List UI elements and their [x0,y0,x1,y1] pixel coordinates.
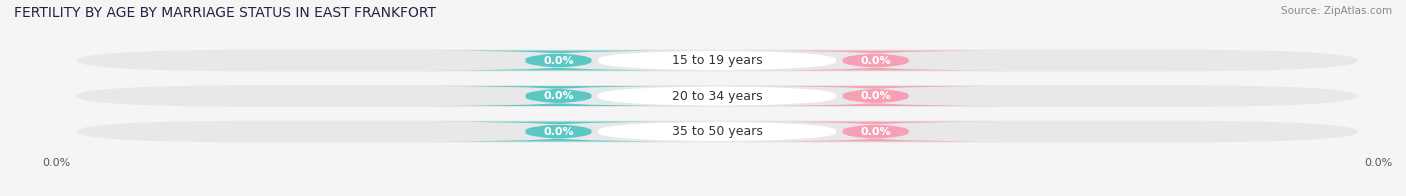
FancyBboxPatch shape [598,51,837,71]
Text: 0.0%: 0.0% [543,55,574,65]
Text: FERTILITY BY AGE BY MARRIAGE STATUS IN EAST FRANKFORT: FERTILITY BY AGE BY MARRIAGE STATUS IN E… [14,6,436,20]
FancyBboxPatch shape [426,86,690,106]
Text: 15 to 19 years: 15 to 19 years [672,54,762,67]
FancyBboxPatch shape [76,50,1358,72]
Text: 0.0%: 0.0% [860,127,891,137]
Text: 20 to 34 years: 20 to 34 years [672,90,762,103]
Text: Source: ZipAtlas.com: Source: ZipAtlas.com [1281,6,1392,16]
FancyBboxPatch shape [744,86,1008,106]
FancyBboxPatch shape [76,85,1358,107]
FancyBboxPatch shape [598,122,837,142]
FancyBboxPatch shape [744,51,1008,71]
FancyBboxPatch shape [426,51,690,71]
Text: 0.0%: 0.0% [543,127,574,137]
Text: 0.0%: 0.0% [543,91,574,101]
Text: 0.0%: 0.0% [860,91,891,101]
FancyBboxPatch shape [598,86,837,106]
FancyBboxPatch shape [426,122,690,142]
FancyBboxPatch shape [76,121,1358,142]
Text: 0.0%: 0.0% [860,55,891,65]
Text: 35 to 50 years: 35 to 50 years [672,125,762,138]
FancyBboxPatch shape [744,122,1008,142]
